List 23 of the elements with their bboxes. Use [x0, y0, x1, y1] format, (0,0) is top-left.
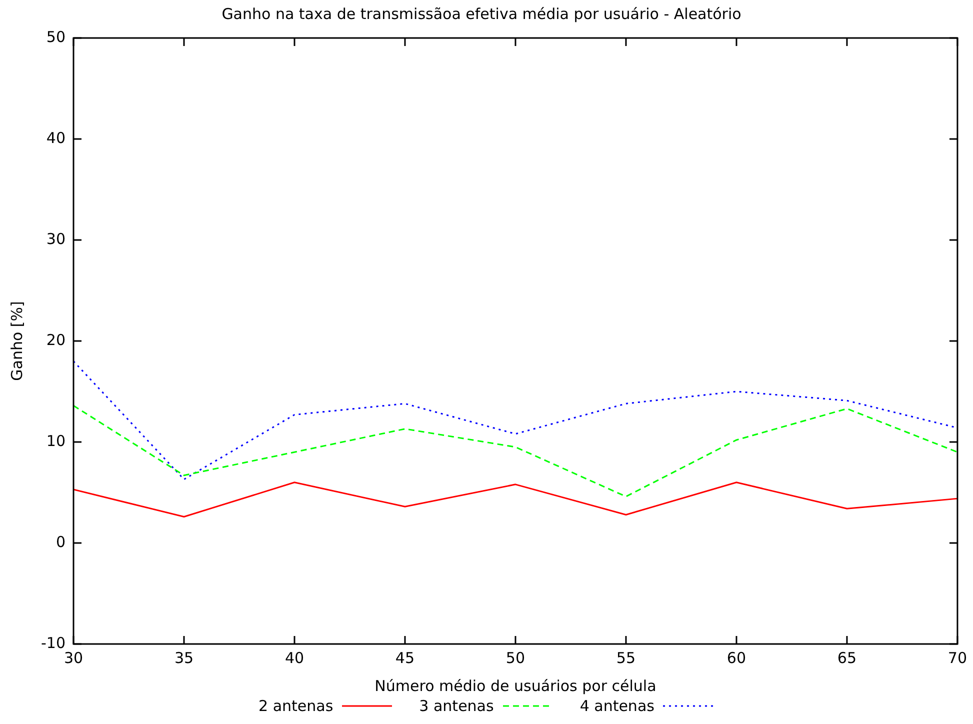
y-tick-label: 20 — [46, 330, 66, 349]
x-tick-label: 35 — [174, 648, 194, 667]
y-tick-label: 30 — [46, 230, 66, 248]
y-tick-label: 40 — [46, 128, 66, 147]
y-tick-label: 10 — [46, 432, 66, 450]
legend-label: 3 antenas — [419, 697, 494, 715]
y-tick-label: -10 — [41, 634, 66, 652]
x-tick-label: 50 — [506, 648, 526, 667]
y-tick-label: 0 — [56, 532, 66, 551]
legend-label: 2 antenas — [258, 697, 334, 715]
x-tick-label: 60 — [726, 648, 746, 667]
x-tick-label: 70 — [948, 648, 968, 667]
x-axis-title: Número médio de usuários por célula — [374, 676, 656, 695]
chart-title: Ganho na taxa de transmissãoa efetiva média por usuário - Aleatório — [222, 4, 742, 23]
y-axis-title: Ganho [%] — [8, 301, 26, 381]
x-tick-label: 40 — [284, 648, 304, 667]
x-tick-label: 45 — [395, 648, 415, 667]
x-tick-label: 55 — [616, 648, 636, 667]
x-tick-label: 65 — [837, 648, 857, 667]
legend-label: 4 antenas — [580, 697, 654, 715]
x-tick-label: 30 — [64, 648, 84, 667]
line-series — [74, 404, 958, 498]
y-tick-label: 50 — [46, 28, 66, 46]
